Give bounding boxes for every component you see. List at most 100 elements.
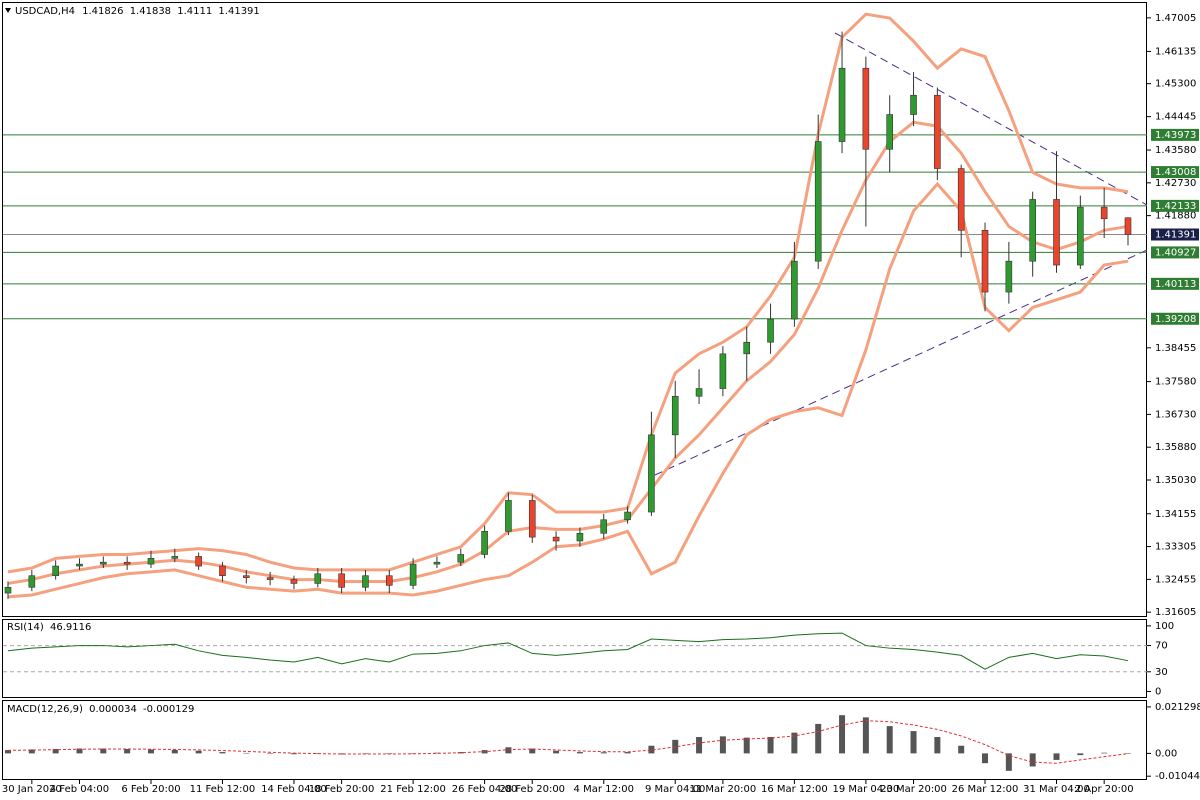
candle-body <box>28 575 36 588</box>
y-tick-label: 1.38455 <box>1155 343 1196 354</box>
y-tick-label: 1.32455 <box>1155 574 1196 585</box>
candle-body <box>147 558 155 565</box>
ohlc-high: 1.41838 <box>130 6 171 17</box>
candle-body <box>528 500 536 538</box>
macd-bar <box>5 750 11 754</box>
level-label: 1.43973 <box>1155 130 1196 141</box>
candle-body <box>671 395 679 436</box>
candle-body <box>600 519 608 534</box>
price-panel <box>2 2 1147 617</box>
y-tick-label: 1.46135 <box>1155 46 1196 57</box>
rsi-line <box>7 632 1129 670</box>
x-tick-label: 11 Mar 20:00 <box>690 784 757 795</box>
macd-bar <box>719 736 726 754</box>
x-tick-label: 19 Mar 04:00 <box>832 784 899 795</box>
candle-body <box>314 573 322 584</box>
level-badge <box>1151 166 1199 179</box>
level-badge <box>1151 128 1199 141</box>
ohlc-low: 1.4111 <box>177 6 212 17</box>
candle-body <box>362 575 369 588</box>
candle-body <box>1124 217 1132 235</box>
candle-body <box>957 168 965 231</box>
candle-body <box>76 563 83 567</box>
x-tick-label: 4 Feb 04:00 <box>50 784 109 795</box>
candle-body <box>457 554 465 563</box>
candle-body <box>838 67 846 142</box>
level-label: 1.43008 <box>1155 167 1196 178</box>
y-tick-label: 0.00 <box>1155 748 1177 759</box>
macd-bar <box>1029 753 1036 767</box>
macd-bar <box>648 745 655 754</box>
candle-body <box>266 577 274 580</box>
macd-bar <box>600 752 607 754</box>
x-tick-label: 9 Mar 04:00 <box>645 784 705 795</box>
y-tick-label: 1.36730 <box>1155 409 1196 420</box>
rsi-header: RSI(14) 46.9116 <box>7 622 91 633</box>
x-tick-label: 16 Mar 12:00 <box>761 784 828 795</box>
candle-body <box>100 561 107 565</box>
rsi-value: 46.9116 <box>50 622 91 633</box>
level-label: 1.40927 <box>1155 247 1196 258</box>
y-tick-label: 1.43580 <box>1155 145 1196 156</box>
y-tick-label: 1.31605 <box>1155 607 1196 618</box>
macd-bar <box>696 737 703 754</box>
macd-header: MACD(12,26,9) 0.000034 -0.000129 <box>7 704 194 715</box>
ohlc-close: 1.41391 <box>218 6 259 17</box>
candle-body <box>743 341 751 355</box>
x-tick-label: 30 Jan 2020 <box>2 784 62 795</box>
macd-bar <box>290 753 297 755</box>
candle-body <box>1100 206 1108 220</box>
x-tick-label: 28 Feb 20:00 <box>499 784 565 795</box>
candle-body <box>719 353 727 389</box>
candle-body <box>862 67 870 150</box>
candle-body <box>981 230 989 293</box>
macd-bar <box>624 752 631 754</box>
x-tick-label: 2 Apr 20:00 <box>1075 784 1134 795</box>
candle-body <box>624 511 631 521</box>
y-tick-label: 1.35880 <box>1155 442 1196 453</box>
candle-body <box>4 586 12 594</box>
macd-bar <box>219 752 226 754</box>
macd-bar <box>100 748 107 754</box>
macd-bar <box>1053 753 1060 760</box>
ohlc-open: 1.41826 <box>82 6 123 17</box>
x-tick-label: 18 Feb 20:00 <box>309 784 375 795</box>
level-badge <box>1151 246 1199 259</box>
y-tick-label: 1.37580 <box>1155 377 1196 388</box>
y-tick-label: 70 <box>1155 641 1168 652</box>
candle-body <box>552 536 560 542</box>
macd-bar <box>338 753 345 755</box>
level-badge <box>1151 199 1199 212</box>
price-label: 1.41391 <box>1155 230 1196 241</box>
menu-arrow[interactable] <box>5 8 11 13</box>
level-label: 1.39208 <box>1155 314 1196 325</box>
rsi-name: RSI(14) <box>7 622 44 633</box>
macd-bar <box>934 737 941 754</box>
macd-bar <box>1125 753 1131 754</box>
macd-bar <box>886 726 893 754</box>
x-tick-label: 23 Mar 20:00 <box>880 784 947 795</box>
bollinger-band <box>7 12 1129 574</box>
x-tick-label: 26 Feb 04:00 <box>452 784 518 795</box>
macd-bar <box>529 748 536 754</box>
candle-body <box>695 388 703 397</box>
y-tick-label: 1.34155 <box>1155 509 1196 520</box>
y-tick-label: 0.021298 <box>1155 702 1200 713</box>
macd-bar <box>982 753 989 764</box>
macd-bar <box>958 745 965 754</box>
candle-body <box>1005 260 1013 293</box>
macd-bar <box>791 732 798 754</box>
y-tick-label: 1.42730 <box>1155 178 1196 189</box>
bollinger-band <box>7 120 1129 585</box>
macd-name: MACD(12,26,9) <box>7 704 83 715</box>
y-tick-label: 0 <box>1155 686 1161 697</box>
candle-body <box>195 556 202 567</box>
candle-body <box>385 575 393 586</box>
candle-body <box>171 556 179 559</box>
candle-body <box>910 94 917 115</box>
macd-bar <box>124 749 131 754</box>
trendline <box>834 32 1148 206</box>
macd-bar <box>314 753 321 755</box>
macd-bar <box>553 750 560 754</box>
